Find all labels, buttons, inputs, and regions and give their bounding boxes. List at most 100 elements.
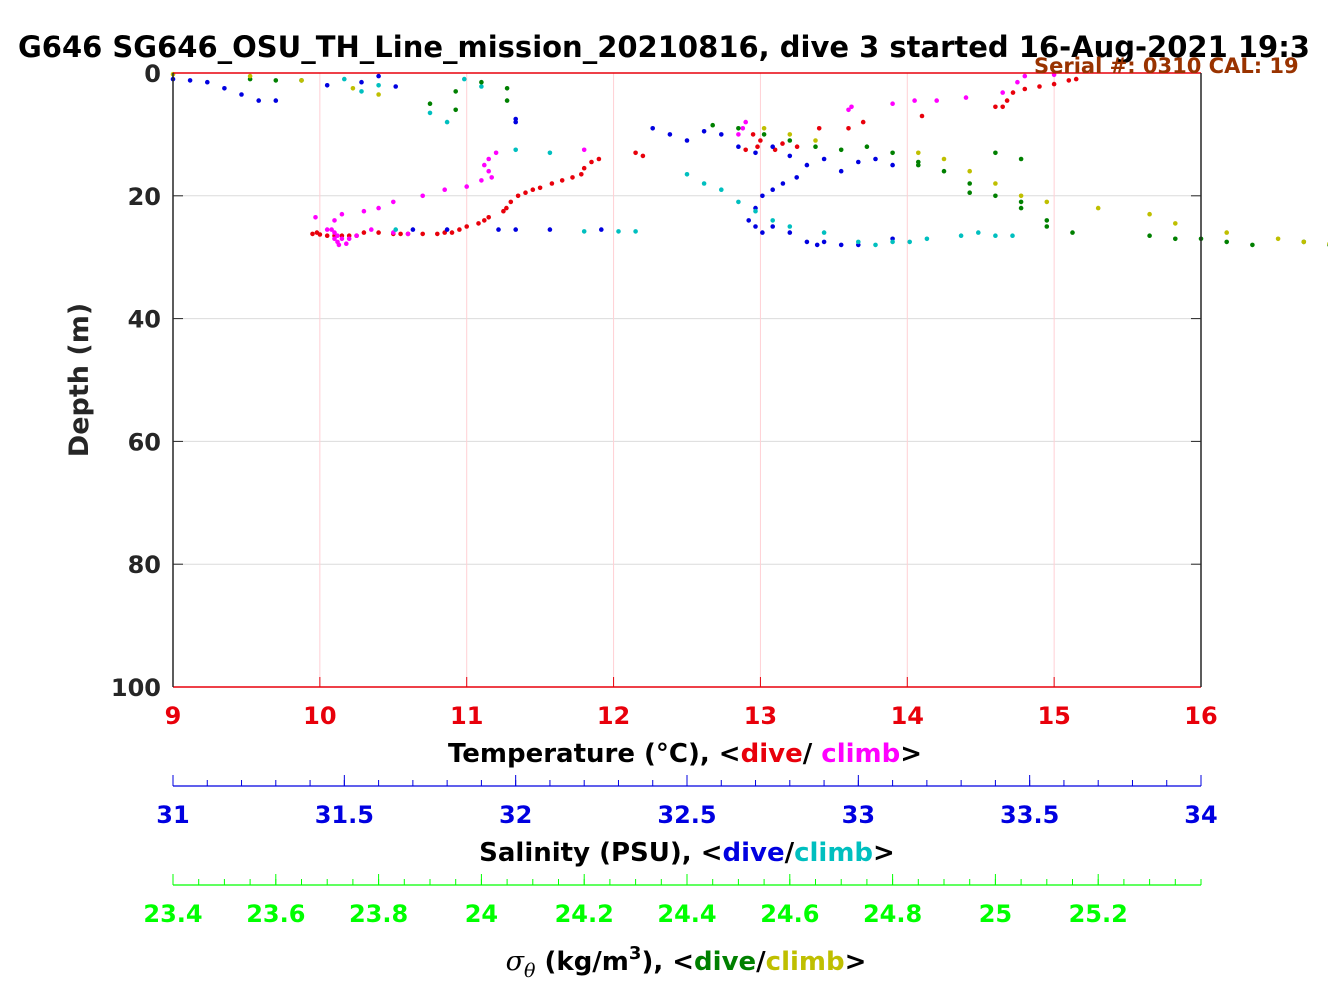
data-point xyxy=(547,227,553,232)
data-point xyxy=(508,199,514,205)
data-point xyxy=(420,193,426,199)
data-point xyxy=(1018,193,1024,199)
data-point xyxy=(504,98,510,103)
data-point xyxy=(1022,86,1028,92)
salinity-tick-label: 33.5 xyxy=(1000,801,1059,829)
data-point xyxy=(273,78,279,83)
data-point xyxy=(838,242,844,248)
data-point xyxy=(650,126,655,131)
data-point xyxy=(633,150,638,156)
data-point xyxy=(501,208,506,214)
data-point xyxy=(1010,90,1016,95)
data-point xyxy=(736,199,741,205)
data-point xyxy=(761,132,767,137)
salinity-tick-label: 33 xyxy=(842,801,875,829)
data-point xyxy=(787,138,793,143)
data-point xyxy=(579,172,584,177)
data-point xyxy=(719,132,724,137)
data-point xyxy=(310,231,315,237)
data-point xyxy=(753,208,758,214)
data-point xyxy=(496,227,501,232)
temperature-axis-label: Temperature (°C), <dive/ climb> xyxy=(448,739,922,769)
temperature-label-climb: climb xyxy=(821,739,900,769)
y-tick-label: 100 xyxy=(111,674,161,702)
density-label-sigma: σ xyxy=(506,946,526,977)
data-point xyxy=(934,98,939,103)
data-point xyxy=(354,233,359,238)
density-tick-label: 24.6 xyxy=(760,900,819,928)
salinity-label-suffix: > xyxy=(873,838,895,868)
data-point xyxy=(787,132,793,137)
density-tick-label: 25.2 xyxy=(1069,900,1128,928)
data-point xyxy=(453,107,459,113)
data-point xyxy=(596,156,602,162)
data-point xyxy=(1147,211,1152,217)
data-point xyxy=(746,218,751,223)
y-tick-label: 20 xyxy=(128,183,161,211)
temperature-tick-label: 12 xyxy=(597,702,630,730)
data-point xyxy=(813,138,818,143)
data-point xyxy=(314,230,320,235)
data-point xyxy=(344,241,349,246)
data-point xyxy=(247,73,253,79)
data-point xyxy=(890,239,895,245)
data-point xyxy=(846,126,851,131)
data-point xyxy=(1073,76,1079,82)
y-tick-label: 60 xyxy=(128,428,161,456)
data-point xyxy=(239,92,244,97)
density-label-exp: 3 xyxy=(629,943,642,964)
data-point xyxy=(1224,239,1229,245)
data-point xyxy=(361,208,367,214)
data-point xyxy=(1000,104,1005,110)
data-point xyxy=(570,175,575,180)
data-point xyxy=(701,181,707,186)
data-point xyxy=(549,181,555,186)
data-point xyxy=(393,227,399,232)
data-point xyxy=(640,153,646,159)
data-point xyxy=(924,236,930,242)
data-point xyxy=(513,227,518,232)
data-point xyxy=(736,132,741,137)
data-point xyxy=(743,147,748,153)
density-label-theta: θ xyxy=(524,960,536,982)
data-point xyxy=(332,230,337,235)
data-point xyxy=(1275,236,1281,242)
temperature-tick-label: 13 xyxy=(744,702,777,730)
density-tick-label: 23.6 xyxy=(246,900,305,928)
data-point xyxy=(187,78,193,83)
data-point xyxy=(816,126,822,131)
data-point xyxy=(770,187,775,192)
data-point xyxy=(462,76,467,82)
data-point xyxy=(350,86,356,91)
axes-frame xyxy=(172,72,1202,886)
density-label-suffix: > xyxy=(845,947,867,977)
data-point xyxy=(916,150,921,156)
data-point xyxy=(958,233,964,238)
data-point xyxy=(427,110,433,116)
data-point xyxy=(1051,81,1057,87)
data-point xyxy=(821,239,827,245)
data-point xyxy=(1018,205,1024,211)
data-point xyxy=(794,144,800,149)
data-point xyxy=(760,230,765,235)
data-point xyxy=(993,104,998,110)
data-point xyxy=(967,168,972,174)
data-point xyxy=(907,239,912,245)
data-point xyxy=(410,227,416,232)
data-point xyxy=(493,150,499,156)
data-point xyxy=(391,199,396,205)
density-tick-label: 24.4 xyxy=(657,900,716,928)
data-point xyxy=(1037,84,1042,89)
data-point xyxy=(667,132,673,137)
data-point xyxy=(504,205,509,211)
data-point xyxy=(772,147,778,153)
data-point xyxy=(1004,98,1010,103)
data-point xyxy=(435,231,440,237)
density-label-sep: / xyxy=(756,947,766,977)
data-point xyxy=(581,229,587,234)
data-point xyxy=(599,227,604,232)
data-point xyxy=(222,86,227,91)
temperature-label-prefix: Temperature (°C), < xyxy=(448,739,741,769)
data-point xyxy=(1147,233,1152,238)
data-point xyxy=(479,178,484,183)
